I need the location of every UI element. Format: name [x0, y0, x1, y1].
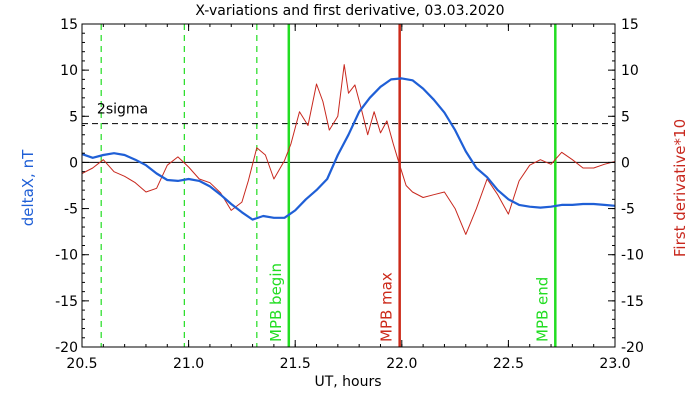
x-axis-label: UT, hours — [314, 374, 381, 390]
x-tick-label: 20.5 — [66, 356, 97, 372]
y-left-tick-label: 15 — [60, 17, 78, 33]
derivative-series-line — [81, 64, 616, 235]
y-axis-right-label: First derivative*10 — [671, 119, 689, 257]
marker-label: MPB max — [378, 272, 396, 342]
y-left-tick-label: -10 — [55, 248, 78, 264]
y-axis-left-label: deltaX, nT — [19, 149, 37, 226]
y-right-tick-label: -20 — [621, 340, 644, 356]
y-left-tick-label: -20 — [55, 340, 78, 356]
x-tick-label: 21.0 — [173, 356, 204, 372]
series-layer — [81, 64, 616, 235]
marker-labels: 2sigma MPB begin MPB max MPB end — [97, 102, 551, 342]
y-left-tick-label: 10 — [60, 63, 78, 79]
marker-label: MPB begin — [267, 263, 285, 342]
x-tick-label: 21.5 — [280, 356, 311, 372]
y-right-tick-label: 5 — [621, 109, 630, 125]
axis-ticks: 20.5 21.0 21.5 22.0 22.5 23.0 15 15 10 10 5 5 0 0 -5 -5… — [55, 17, 644, 372]
y-right-tick-label: 15 — [621, 17, 639, 33]
x-tick-label: 23.0 — [599, 356, 630, 372]
x-tick-label: 22.0 — [386, 356, 417, 372]
y-right-tick-label: 10 — [621, 63, 639, 79]
chart-title: X-variations and first derivative, 03.03… — [195, 3, 504, 19]
y-left-tick-label: 0 — [69, 155, 78, 171]
x-tick-label: 22.5 — [493, 356, 524, 372]
threshold-label: 2sigma — [97, 102, 148, 118]
y-left-tick-label: -5 — [64, 202, 78, 218]
marker-label: MPB end — [533, 277, 551, 342]
y-left-tick-label: 5 — [69, 109, 78, 125]
y-right-tick-label: -10 — [621, 248, 644, 264]
y-right-tick-label: -15 — [621, 294, 644, 310]
y-left-tick-label: -15 — [55, 294, 78, 310]
deltax-series-line — [81, 77, 616, 221]
y-right-tick-label: 0 — [621, 155, 630, 171]
y-right-tick-label: -5 — [621, 202, 635, 218]
plot-frame — [81, 23, 616, 348]
